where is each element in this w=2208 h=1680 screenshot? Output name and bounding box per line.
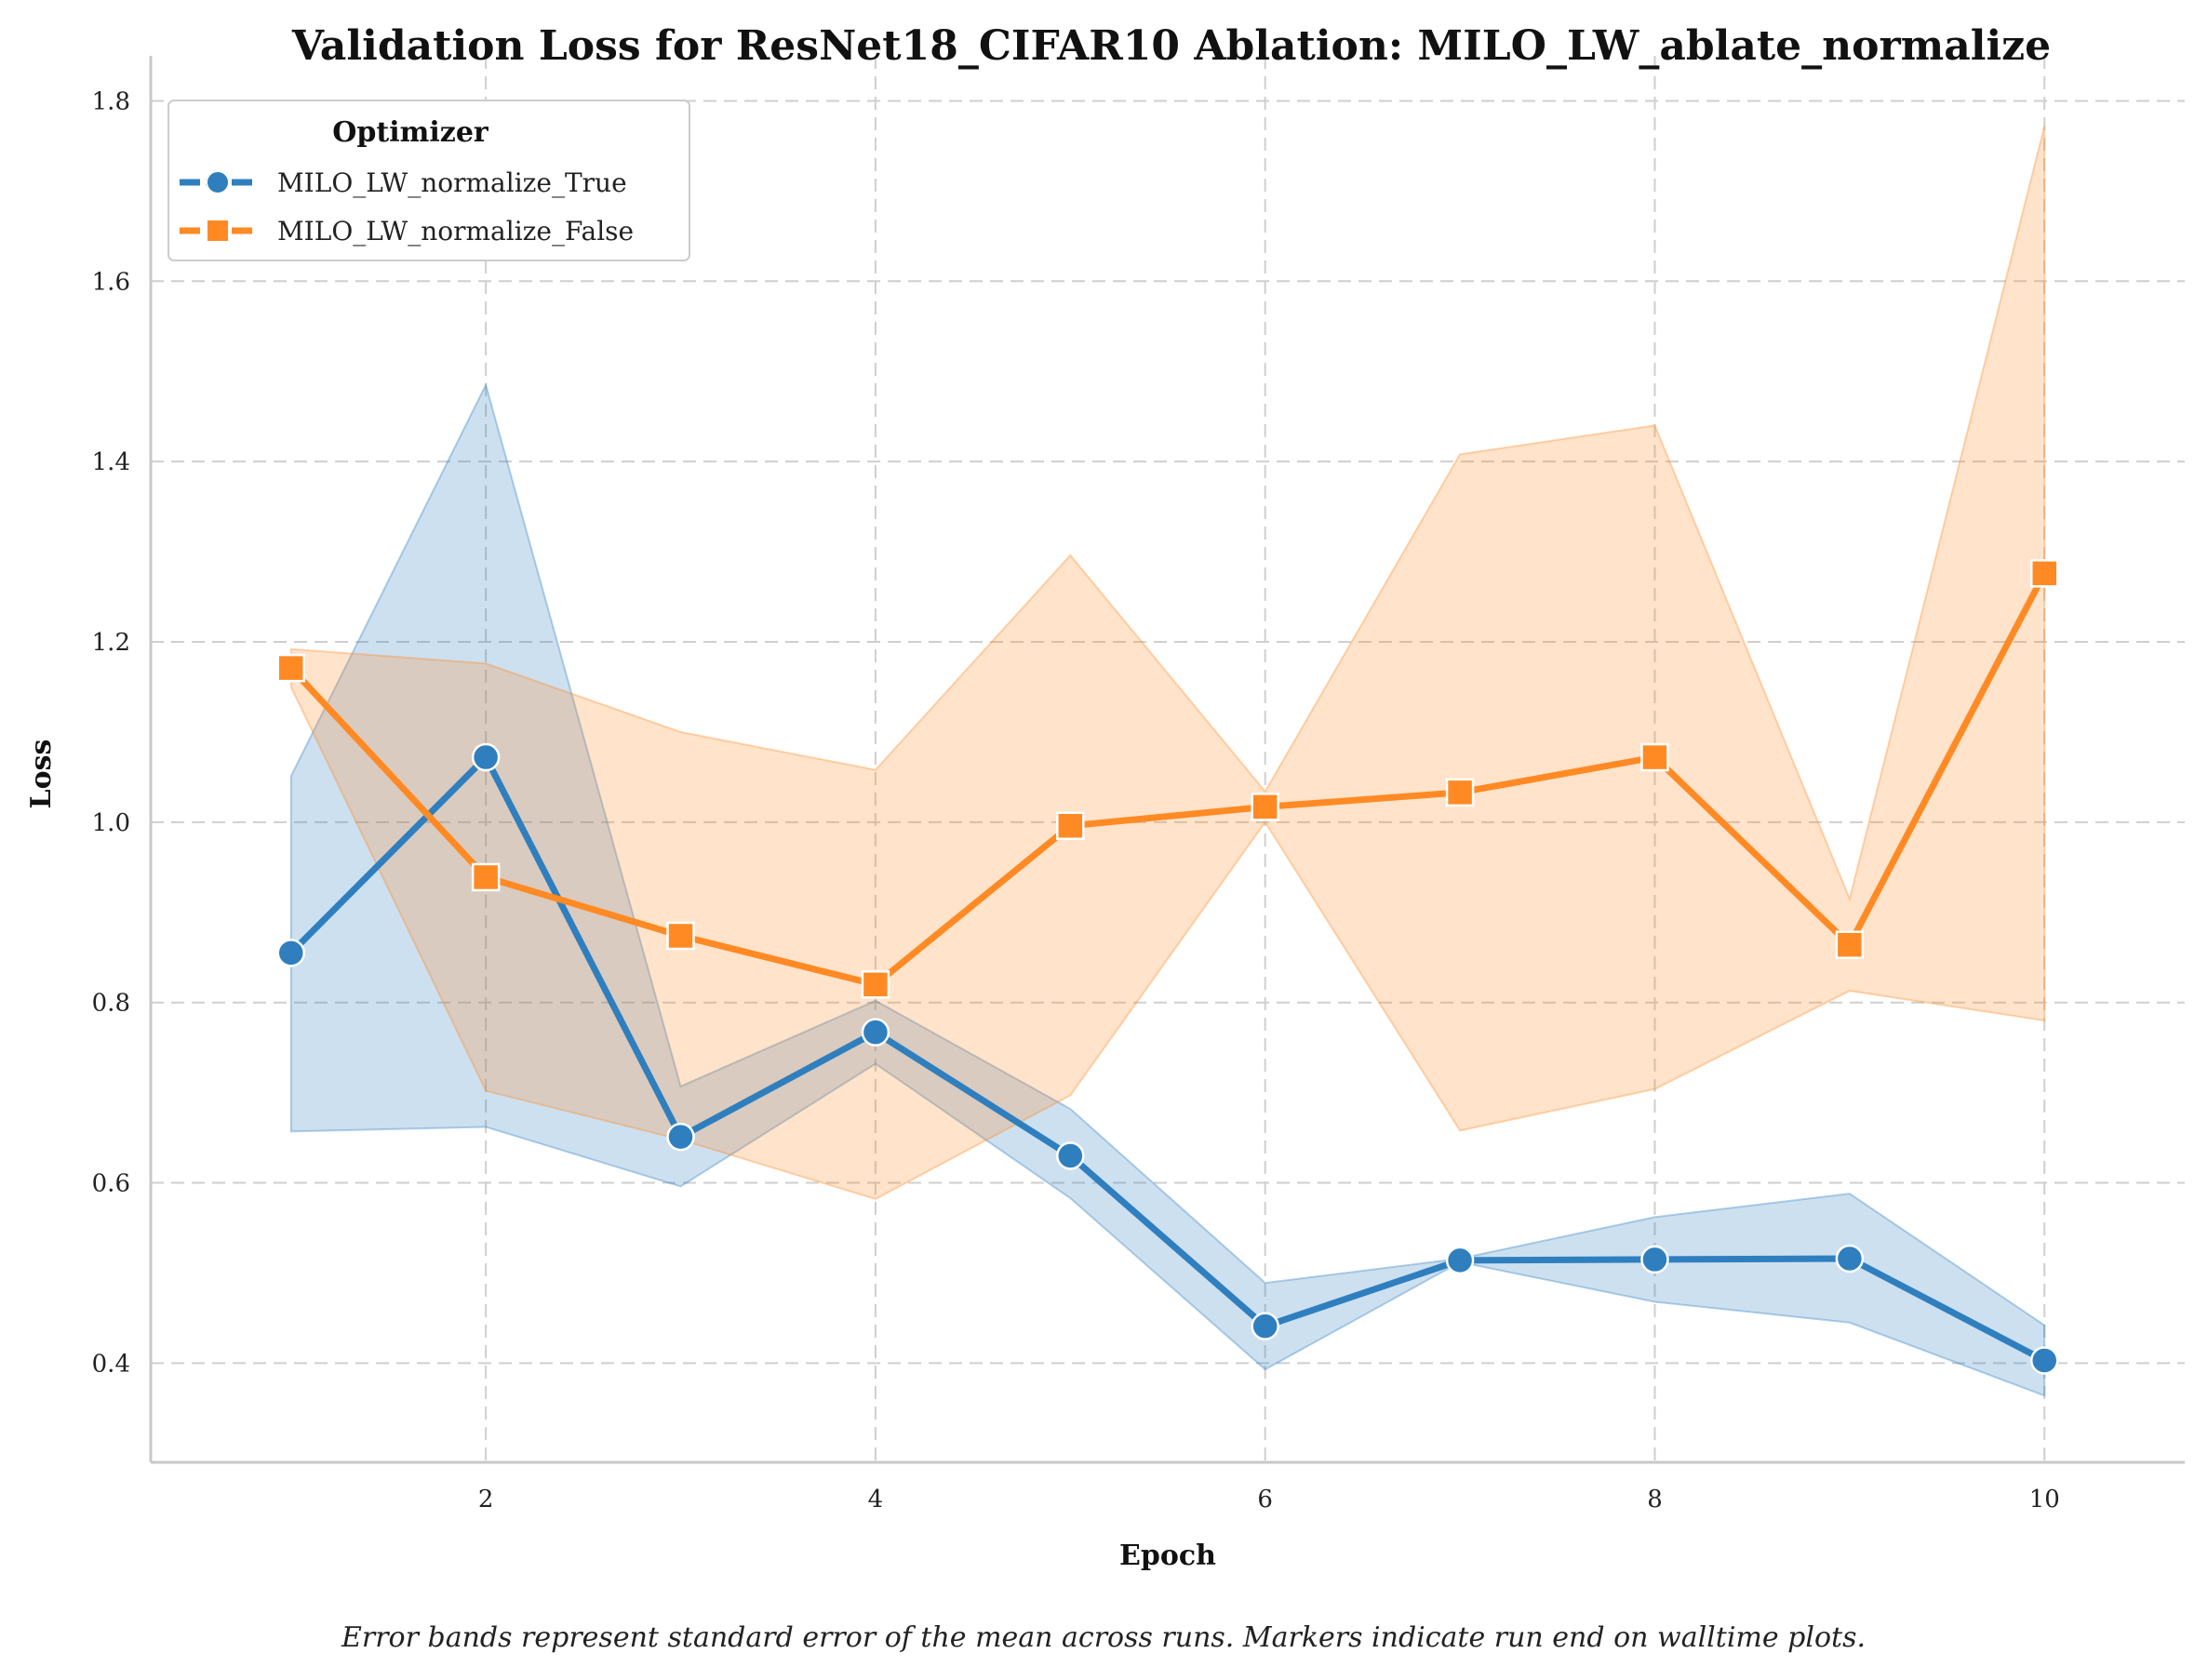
- data-point-milo-lw-normalize-true: [666, 1122, 695, 1152]
- tick-labels: 0.4 0.6 0.8 1.0 1.2 1.4 1.6 1.8 2 4 6 8 10: [92, 87, 2060, 1513]
- legend-frame: [167, 100, 690, 261]
- square-marker-icon: [206, 219, 230, 243]
- data-point-milo-lw-normalize-true: [1056, 1141, 1085, 1170]
- data-point-milo-lw-normalize-false: [471, 862, 501, 892]
- y-tick-label: 0.8: [92, 990, 130, 1018]
- chart-caption: Error bands represent standard error of …: [341, 1621, 1866, 1654]
- y-tick-label: 1.8: [92, 87, 130, 115]
- error-band-milo-lw-normalize-false: [289, 126, 2046, 1201]
- y-tick-label: 1.4: [92, 448, 130, 476]
- x-tick-label: 6: [1257, 1486, 1273, 1513]
- legend-entry-normalize-false: MILO_LW_normalize_False: [180, 216, 634, 247]
- data-point-milo-lw-normalize-false: [861, 970, 890, 999]
- y-tick-label: 0.4: [92, 1350, 130, 1378]
- axes: [149, 56, 2185, 1464]
- data-point-milo-lw-normalize-true: [471, 742, 501, 772]
- data-point-milo-lw-normalize-false: [2029, 559, 2059, 588]
- series-markers: [276, 559, 2059, 1375]
- y-axis-title: Loss: [25, 740, 58, 809]
- data-point-milo-lw-normalize-false: [666, 921, 695, 951]
- x-tick-label: 8: [1647, 1486, 1663, 1513]
- chart-title: Validation Loss for ResNet18_CIFAR10 Abl…: [291, 22, 2051, 70]
- data-point-milo-lw-normalize-false: [1835, 930, 1865, 959]
- data-point-milo-lw-normalize-true: [1251, 1312, 1279, 1340]
- x-tick-label: 10: [2029, 1486, 2060, 1513]
- x-axis-title: Epoch: [1119, 1540, 1216, 1572]
- data-point-milo-lw-normalize-false: [1251, 793, 1279, 821]
- data-point-milo-lw-normalize-false: [1056, 811, 1085, 840]
- legend-label-normalize-true: MILO_LW_normalize_True: [277, 167, 627, 198]
- data-point-milo-lw-normalize-false: [1445, 778, 1475, 807]
- y-tick-label: 0.6: [92, 1170, 130, 1198]
- x-tick-label: 2: [478, 1486, 494, 1513]
- legend-entry-normalize-true: MILO_LW_normalize_True: [180, 167, 627, 198]
- error-bands: [289, 126, 2046, 1397]
- data-point-milo-lw-normalize-true: [1640, 1245, 1669, 1274]
- data-point-milo-lw-normalize-true: [861, 1018, 890, 1047]
- series-line-milo-lw-normalize-true: [288, 753, 2048, 1364]
- x-tick-label: 4: [868, 1486, 884, 1513]
- legend: Optimizer MILO_LW_normalize_True MILO_LW…: [167, 100, 690, 261]
- y-tick-label: 1.0: [92, 809, 130, 837]
- data-point-milo-lw-normalize-true: [1445, 1246, 1475, 1275]
- y-tick-label: 1.6: [92, 268, 130, 296]
- data-point-milo-lw-normalize-true: [2029, 1346, 2059, 1375]
- data-point-milo-lw-normalize-false: [1640, 742, 1669, 772]
- data-point-milo-lw-normalize-false: [276, 653, 306, 683]
- legend-title: Optimizer: [332, 116, 489, 149]
- circle-marker-icon: [206, 170, 230, 194]
- legend-label-normalize-false: MILO_LW_normalize_False: [277, 216, 634, 247]
- series-line-milo-lw-normalize-false: [288, 569, 2048, 988]
- data-point-milo-lw-normalize-true: [276, 939, 306, 967]
- y-tick-label: 1.2: [92, 629, 130, 657]
- series-lines: [288, 569, 2048, 1364]
- error-band-milo-lw-normalize-true: [289, 381, 2046, 1397]
- data-point-milo-lw-normalize-true: [1835, 1244, 1865, 1273]
